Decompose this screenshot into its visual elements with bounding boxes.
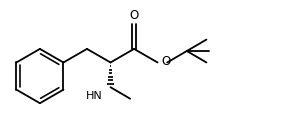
Text: O: O	[129, 9, 139, 22]
Text: O: O	[161, 55, 170, 68]
Text: HN: HN	[86, 91, 103, 101]
